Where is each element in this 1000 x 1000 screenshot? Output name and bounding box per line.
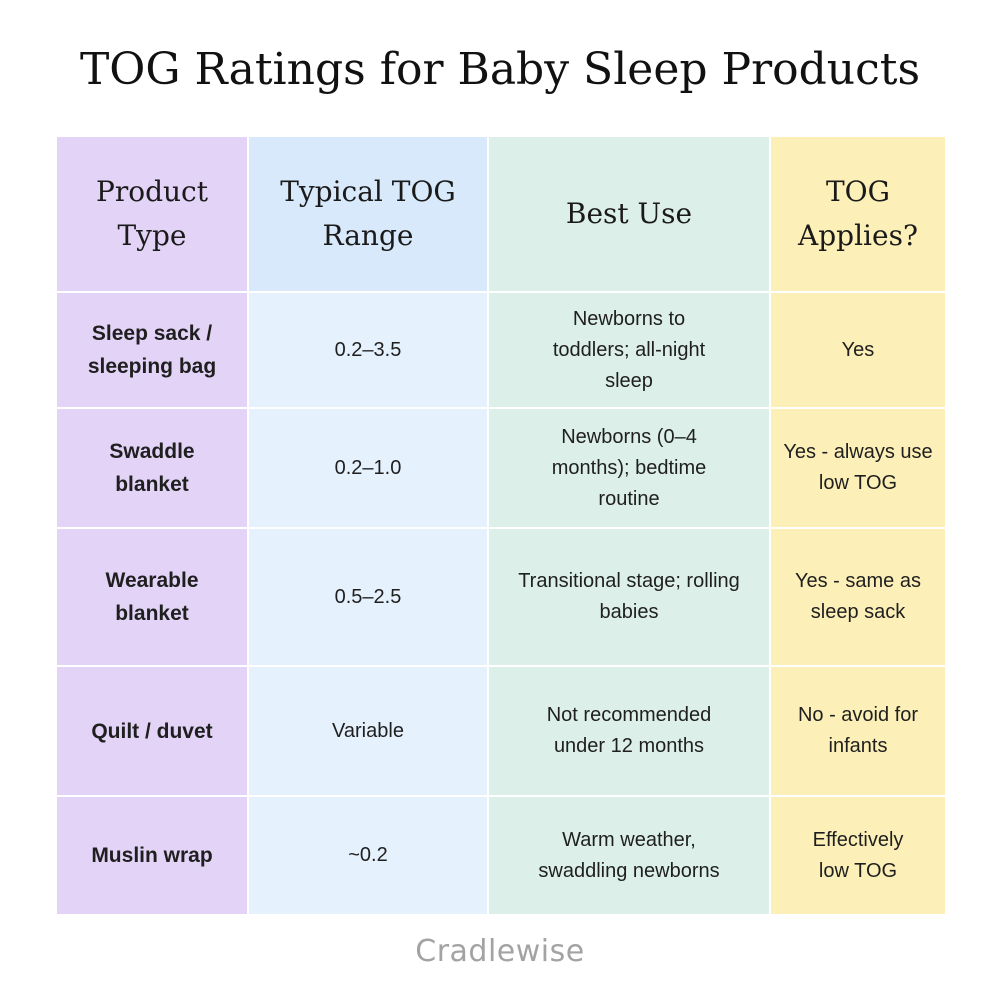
header-best-use: Best Use (489, 137, 769, 291)
tog-table: Product Type Typical TOG Range Best Use … (57, 137, 945, 914)
row-2-tog-applies: Yes - always use low TOG (771, 409, 945, 527)
row-4-best-use: Not recommended under 12 months (489, 667, 769, 795)
row-3-tog-range: 0.5–2.5 (249, 529, 487, 665)
row-3-tog-applies: Yes - same as sleep sack (771, 529, 945, 665)
brand-logo: Cradlewise (415, 934, 585, 969)
row-5-tog-applies: Effectively low TOG (771, 797, 945, 914)
page-title: TOG Ratings for Baby Sleep Products (79, 44, 921, 95)
row-4-product: Quilt / duvet (57, 667, 247, 795)
row-3-product: Wearable blanket (57, 529, 247, 665)
row-2-best-use: Newborns (0–4 months); bedtime routine (489, 409, 769, 527)
row-5-tog-range: ~0.2 (249, 797, 487, 914)
row-1-product: Sleep sack / sleeping bag (57, 293, 247, 407)
row-4-tog-range: Variable (249, 667, 487, 795)
header-tog-applies: TOG Applies? (771, 137, 945, 291)
row-5-best-use: Warm weather, swaddling newborns (489, 797, 769, 914)
header-tog-range: Typical TOG Range (249, 137, 487, 291)
row-5-product: Muslin wrap (57, 797, 247, 914)
row-1-tog-applies: Yes (771, 293, 945, 407)
row-2-tog-range: 0.2–1.0 (249, 409, 487, 527)
row-4-tog-applies: No - avoid for infants (771, 667, 945, 795)
header-product-type: Product Type (57, 137, 247, 291)
row-1-tog-range: 0.2–3.5 (249, 293, 487, 407)
row-1-best-use: Newborns to toddlers; all-night sleep (489, 293, 769, 407)
row-2-product: Swaddle blanket (57, 409, 247, 527)
row-3-best-use: Transitional stage; rolling babies (489, 529, 769, 665)
